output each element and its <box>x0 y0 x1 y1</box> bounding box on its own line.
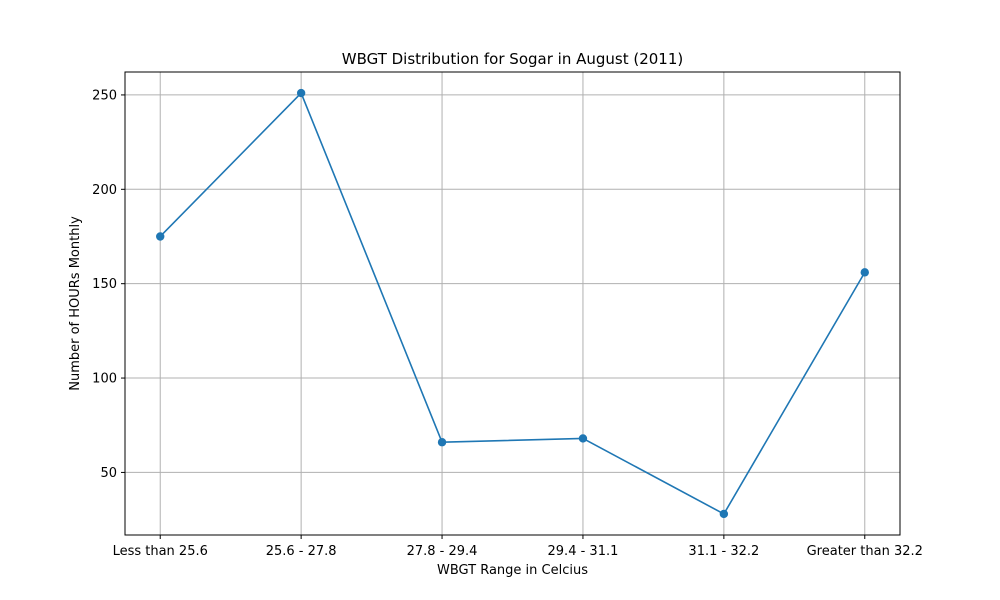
x-tick-label: 29.4 - 31.1 <box>548 544 619 559</box>
y-tick-label: 100 <box>92 372 117 387</box>
grid <box>125 72 900 535</box>
data-point <box>719 509 729 519</box>
x-tick-label: Less than 25.6 <box>113 544 208 559</box>
y-axis-label: Number of HOURs Monthly <box>68 216 83 391</box>
series <box>156 88 869 519</box>
y-tick-label: 200 <box>92 183 117 198</box>
data-point <box>860 268 869 277</box>
x-axis-label: WBGT Range in Celcius <box>437 563 588 578</box>
y-tick-label: 150 <box>92 277 117 292</box>
data-point <box>578 434 588 443</box>
x-tick-label: 31.1 - 32.2 <box>688 544 759 559</box>
series-line <box>159 92 866 515</box>
plot-frame <box>124 71 901 536</box>
data-point <box>296 88 306 98</box>
x-tick-label: Greater than 32.2 <box>807 544 923 559</box>
chart-title: WBGT Distribution for Sogar in August (2… <box>342 50 683 68</box>
y-tick-label: 50 <box>100 466 117 481</box>
data-point <box>437 438 447 447</box>
x-tick-label: 27.8 - 29.4 <box>407 544 478 559</box>
y-tick-label: 250 <box>92 88 117 103</box>
data-point <box>156 232 165 241</box>
ticks: Less than 25.6 25.6 - 27.8 27.8 - 29.4 29.4… <box>92 88 923 559</box>
x-tick-label: 25.6 - 27.8 <box>266 544 337 559</box>
